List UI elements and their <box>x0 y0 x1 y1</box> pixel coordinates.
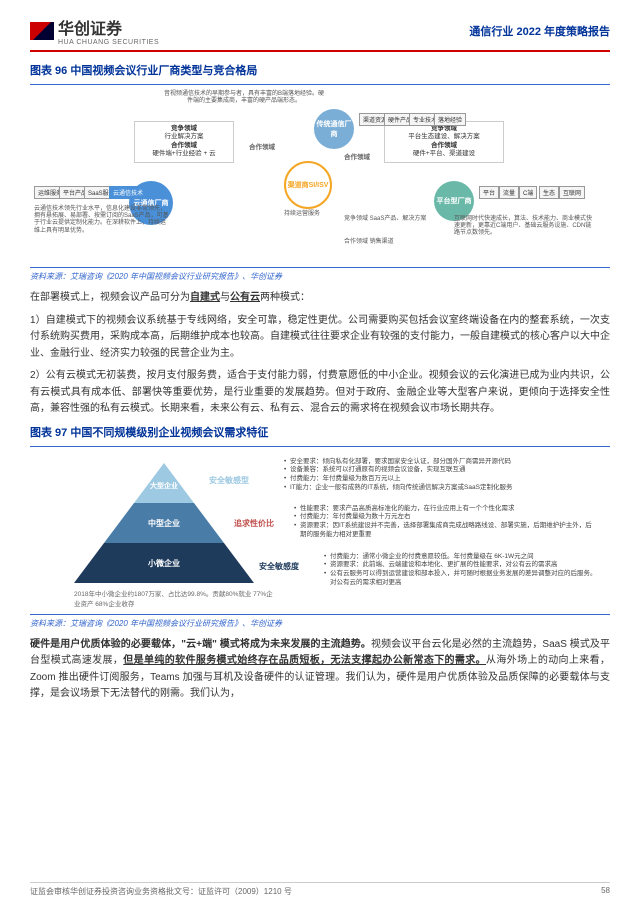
bullets-bot: 付费能力：通常小微企业的付费意愿较低。年付费量级在 6K-1W元之间 资源要求：… <box>324 553 599 588</box>
coop-label-2: 合作领域 <box>344 151 370 161</box>
footer-left: 证监会审核华创证券投资咨询业务资格批文号：证监许可（2009）1210 号 <box>30 886 292 897</box>
logo-text: 华创证券 <box>58 15 159 39</box>
para-3: 2）公有云模式无初装费，按月支付服务费，适合于支付能力弱，付费意愿低的中小企业。… <box>30 368 610 418</box>
tag-top: 安全敏感型 <box>209 475 249 486</box>
logo-mark <box>30 22 54 40</box>
tag: C端 <box>519 186 537 199</box>
page-footer: 证监会审核华创证券投资咨询业务资格批文号：证监许可（2009）1210 号 58 <box>30 882 610 897</box>
para-4: 硬件是用户优质体验的必要载体，"云+端" 模式将成为未来发展的主流趋势。视频会议… <box>30 637 610 703</box>
pyr-mid-label: 中型企业 <box>134 518 194 529</box>
figure-97-source: 资料来源：艾瑞咨询《2020 年中国视频会议行业研究报告》、华创证券 <box>30 618 610 629</box>
coop-label: 合作领域 <box>249 141 275 151</box>
page-header: 华创证券 HUA CHUANG SECURITIES 通信行业 2022 年度策… <box>30 15 610 52</box>
tag: 流量 <box>499 186 519 199</box>
tag-mid: 追求性价比 <box>234 518 274 529</box>
tag: 生态 <box>539 186 559 199</box>
figure-96-title: 图表 96 中国视频会议行业厂商类型与竞合格局 <box>30 62 610 78</box>
figure-96: 音视频通信技术的早期参与者，具有丰富的B端落地经验。硬件端的主要集成商，丰富的硬… <box>30 84 610 268</box>
pyr-caption: 2018年中小微企业约1807万家、占比达99.8%。贡献80%就业 77%企业… <box>74 588 274 608</box>
node-si: 渠道商SI/ISV <box>284 161 332 209</box>
logo-subtitle: HUA CHUANG SECURITIES <box>58 39 159 46</box>
node-platform: 平台型厂商 <box>434 181 474 221</box>
tag: 云通信技术 <box>109 186 147 199</box>
logo: 华创证券 HUA CHUANG SECURITIES <box>30 15 159 46</box>
tag: 落地经验 <box>434 113 466 126</box>
document-title: 通信行业 2022 年度策略报告 <box>469 23 610 39</box>
node-traditional: 传统通信厂商 <box>314 109 354 149</box>
coop-channel: 合作领域 销售渠道 <box>344 239 424 246</box>
fig96-top-note: 音视频通信技术的早期参与者，具有丰富的B端落地经验。硬件端的主要集成商，丰富的硬… <box>164 91 324 105</box>
tag: 平台 <box>479 186 499 199</box>
desc-right: 互联网时代快速成长，算法、技术能力、商业模式快速更新，更靠近C端用户、基础云服务… <box>454 216 594 238</box>
pyr-top-label: 大型企业 <box>149 481 179 491</box>
bullets-top: 安全要求：倾向私有化部署，要求国家安全认证，部分国外厂商需异开源代码 设备兼容：… <box>284 458 594 493</box>
box-left: 竞争领域 行业解决方案 合作领域 硬件端+行业经验 + 云 <box>134 121 234 163</box>
tag: 互联网 <box>559 186 585 199</box>
figure-97-title: 图表 97 中国不同规模级别企业视频会议需求特征 <box>30 424 610 440</box>
compete-saas: 竞争领域 SaaS产品、解决方案 <box>344 216 434 223</box>
para-2: 1）自建模式下的视频会议系统基于专线网络，安全可靠，稳定性更优。公司需要购买包括… <box>30 313 610 363</box>
desc-left: 云通信技术领先行业水平，信息化建设非常领先，拥有悬拓展、易部署、按需订阅的Saa… <box>34 206 169 235</box>
tag-bot: 安全敏感度 <box>259 561 299 572</box>
figure-96-source: 资料来源：艾瑞咨询《2020 年中国视频会议行业研究报告》、华创证券 <box>30 271 610 282</box>
figure-97: 大型企业 中型企业 小微企业 安全敏感型 追求性价比 安全敏感度 安全要求：倾向… <box>30 446 610 615</box>
box-right: 竞争领域 平台生态建设、解决方案 合作领域 硬件+平台、渠道建设 <box>384 121 504 163</box>
sustain-label: 持续运营服务 <box>284 211 320 218</box>
pyr-bot-label: 小微企业 <box>124 558 204 569</box>
para-1: 在部署模式上，视频会议产品可分为自建式与公有云两种模式： <box>30 290 610 307</box>
bullets-mid: 性能要求：要求产品高质高标准化的能力，在行业应用上有一个个性化需求 付费能力：年… <box>294 505 594 540</box>
page-number: 58 <box>601 886 610 897</box>
